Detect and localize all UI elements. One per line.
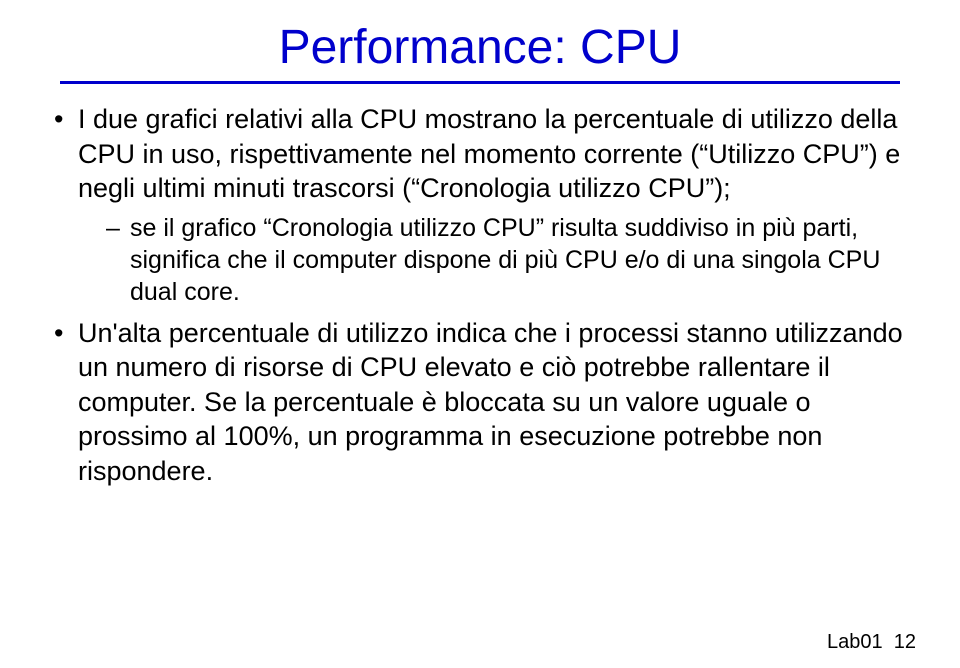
slide: Performance: CPU I due grafici relativi … <box>0 0 960 668</box>
slide-body: I due grafici relativi alla CPU mostrano… <box>50 102 910 488</box>
page-label-prefix: Lab01 <box>827 631 883 653</box>
bullet-item: I due grafici relativi alla CPU mostrano… <box>50 102 910 308</box>
title-underline <box>60 81 900 84</box>
sub-bullet-list: se il grafico “Cronologia utilizzo CPU” … <box>78 212 910 308</box>
slide-title: Performance: CPU <box>50 20 910 75</box>
sub-bullet-item: se il grafico “Cronologia utilizzo CPU” … <box>98 212 910 308</box>
bullet-text: Un'alta percentuale di utilizzo indica c… <box>78 318 903 486</box>
bullet-text: I due grafici relativi alla CPU mostrano… <box>78 104 900 203</box>
page-label-number: 12 <box>894 631 916 653</box>
bullet-list: I due grafici relativi alla CPU mostrano… <box>50 102 910 488</box>
page-label: Lab01 12 <box>827 631 916 654</box>
bullet-item: Un'alta percentuale di utilizzo indica c… <box>50 316 910 489</box>
sub-bullet-text: se il grafico “Cronologia utilizzo CPU” … <box>130 214 880 306</box>
